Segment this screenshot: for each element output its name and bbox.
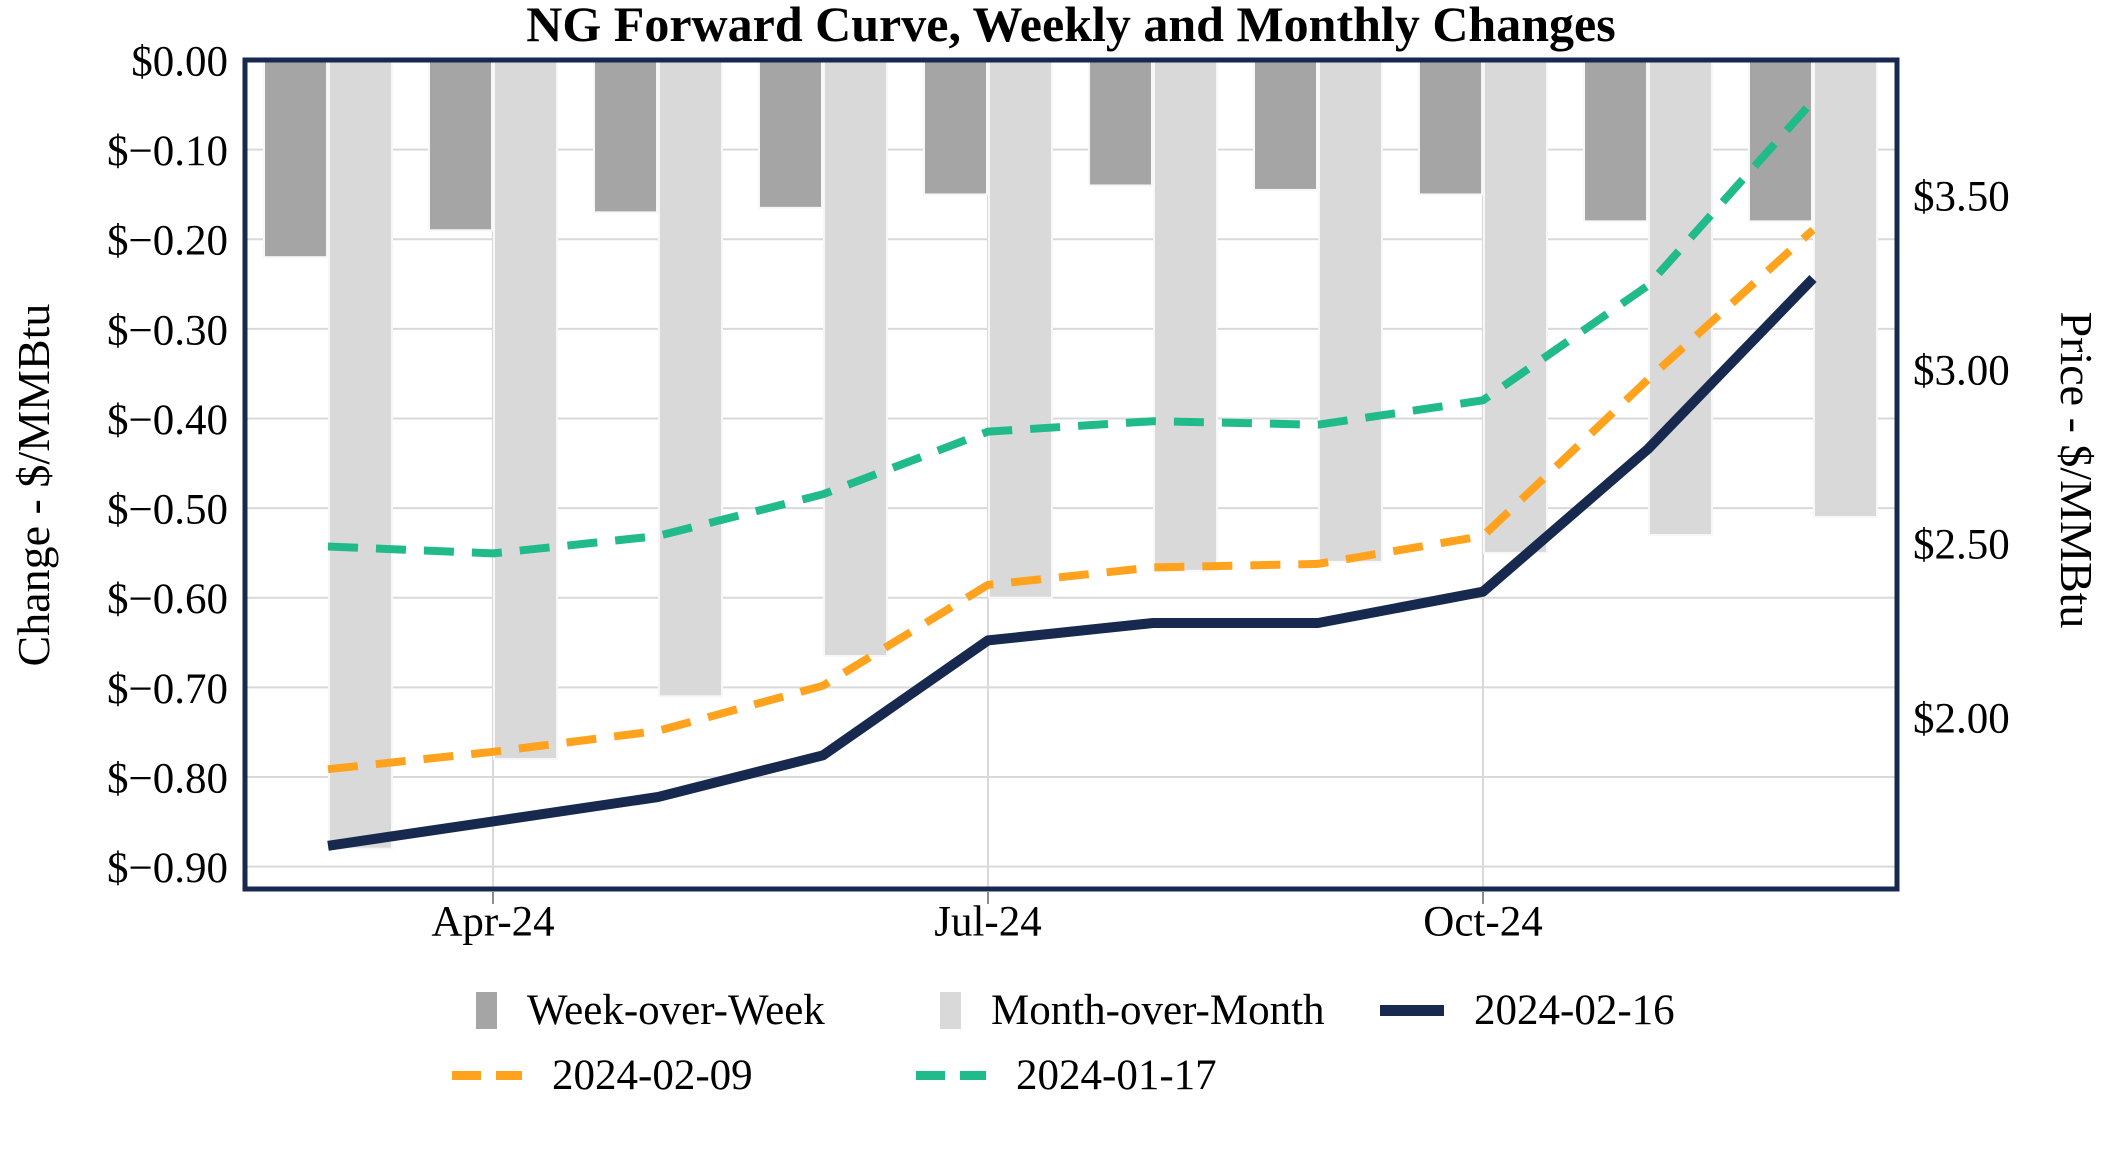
bar-week-over-week [923,59,988,196]
bar-month-over-month [658,59,723,698]
legend-label: 2024-02-09 [552,1052,753,1099]
x-axis-tick-label: Jul-24 [934,899,1042,946]
right-axis-tick-label: $3.00 [1913,348,2010,395]
bar-month-over-month [1648,59,1713,536]
x-axis-tick-label: Apr-24 [431,899,554,946]
bar-month-over-month [328,59,393,850]
bar-month-over-month [493,59,558,761]
chart-title: NG Forward Curve, Weekly and Monthly Cha… [526,0,1616,52]
bar-week-over-week [1583,59,1648,223]
left-axis-tick-label: $−0.10 [107,128,228,175]
orange-dashed-line-swatch-icon [452,1071,522,1080]
bar-month-over-month [1153,59,1218,572]
left-axis-tick-label: $−0.60 [107,576,228,623]
bar-week-over-week [1748,59,1813,223]
green-dashed-line-swatch-icon [916,1071,986,1080]
x-axis-tick-label: Oct-24 [1423,899,1542,946]
right-axis-tick-label: $2.00 [1913,696,2010,743]
legend-label: 2024-02-16 [1474,987,1675,1034]
left-axis-tick-label: $−0.80 [107,755,228,802]
legend-item-2024-02-09: 2024-02-09 [452,1051,916,1100]
plot-frame [242,57,1900,892]
legend-label: Week-over-Week [527,987,825,1034]
bar-month-over-month [988,59,1053,599]
bar-week-over-week [1253,59,1318,191]
legend-row-1: Week-over-Week Month-over-Month 2024-02-… [452,978,1675,1043]
line-2024-02-16 [327,275,1817,851]
bar-week-over-week [428,59,493,232]
line-2024-01-17 [327,98,1816,558]
left-axis-tick-label: $−0.70 [107,666,228,713]
left-axis-tick-label: $−0.40 [107,397,228,444]
left-axis-tick-label: $0.00 [131,39,228,86]
month-over-month-swatch-icon [940,992,961,1029]
right-axis-title: Price - $/MMBtu [2051,311,2102,629]
bar-week-over-week [758,59,823,209]
legend-label: Month-over-Month [991,987,1325,1034]
right-axis-tick-label: $2.50 [1913,522,2010,569]
legend-row-2: 2024-02-09 2024-01-17 [452,1043,1675,1108]
solid-line-swatch-icon [1380,1005,1444,1016]
bar-month-over-month [1318,59,1383,563]
legend-item-month-over-month: Month-over-Month [916,986,1380,1035]
bar-month-over-month [823,59,888,657]
right-axis-tick-label: $3.50 [1913,174,2010,221]
line-2024-02-09 [327,226,1816,774]
left-axis-tick-label: $−0.30 [107,307,228,354]
bar-month-over-month [1813,59,1878,519]
legend-item-week-over-week: Week-over-Week [452,986,916,1035]
legend-label: 2024-01-17 [1016,1052,1217,1099]
bar-week-over-week [1088,59,1153,187]
legend-item-2024-02-16: 2024-02-16 [1380,986,1675,1035]
legend: Week-over-Week Month-over-Month 2024-02-… [452,978,1675,1108]
week-over-week-swatch-icon [476,992,497,1029]
left-axis-tick-label: $−0.90 [107,845,228,892]
bar-week-over-week [593,59,658,214]
left-axis-title: Change - $/MMBtu [8,303,59,667]
bar-month-over-month [1483,59,1548,554]
legend-item-2024-01-17: 2024-01-17 [916,1051,1217,1100]
left-axis-tick-label: $−0.50 [107,487,228,534]
bar-week-over-week [1418,59,1483,196]
bar-week-over-week [263,59,328,259]
left-axis-tick-label: $−0.20 [107,218,228,265]
